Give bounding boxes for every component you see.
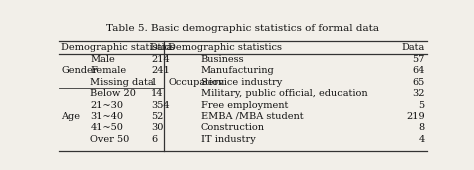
Text: 52: 52 bbox=[151, 112, 164, 121]
Text: 32: 32 bbox=[412, 89, 425, 98]
Text: 31~40: 31~40 bbox=[91, 112, 123, 121]
Text: Missing data: Missing data bbox=[91, 78, 154, 87]
Text: Demographic statistics: Demographic statistics bbox=[168, 43, 282, 52]
Text: Demographic statistics: Demographic statistics bbox=[61, 43, 175, 52]
Text: Business: Business bbox=[201, 55, 244, 64]
Text: Male: Male bbox=[91, 55, 115, 64]
Text: Free employment: Free employment bbox=[201, 100, 288, 109]
Text: 14: 14 bbox=[151, 89, 164, 98]
Text: Over 50: Over 50 bbox=[91, 135, 130, 144]
Text: 214: 214 bbox=[151, 55, 170, 64]
Text: 6: 6 bbox=[151, 135, 157, 144]
Text: 64: 64 bbox=[412, 66, 425, 75]
Text: EMBA /MBA student: EMBA /MBA student bbox=[201, 112, 303, 121]
Text: Table 5. Basic demographic statistics of formal data: Table 5. Basic demographic statistics of… bbox=[107, 24, 379, 33]
Text: 219: 219 bbox=[406, 112, 425, 121]
Text: Service industry: Service industry bbox=[201, 78, 282, 87]
Text: Below 20: Below 20 bbox=[91, 89, 137, 98]
Text: Data: Data bbox=[149, 43, 173, 52]
Text: 5: 5 bbox=[419, 100, 425, 109]
Text: 57: 57 bbox=[412, 55, 425, 64]
Text: 65: 65 bbox=[412, 78, 425, 87]
Text: 21~30: 21~30 bbox=[91, 100, 123, 109]
Text: 4: 4 bbox=[419, 135, 425, 144]
Text: Gender: Gender bbox=[61, 66, 98, 75]
Text: IT industry: IT industry bbox=[201, 135, 255, 144]
Text: Occupation: Occupation bbox=[168, 78, 225, 87]
Text: Female: Female bbox=[91, 66, 127, 75]
Text: 1: 1 bbox=[151, 78, 157, 87]
Text: 41~50: 41~50 bbox=[91, 123, 123, 132]
Text: 241: 241 bbox=[151, 66, 170, 75]
Text: Manufacturing: Manufacturing bbox=[201, 66, 274, 75]
Text: 8: 8 bbox=[419, 123, 425, 132]
Text: 354: 354 bbox=[151, 100, 170, 109]
Text: 30: 30 bbox=[151, 123, 164, 132]
Text: Age: Age bbox=[61, 112, 80, 121]
Text: Military, public official, education: Military, public official, education bbox=[201, 89, 367, 98]
Text: Construction: Construction bbox=[201, 123, 264, 132]
Text: Data: Data bbox=[401, 43, 425, 52]
